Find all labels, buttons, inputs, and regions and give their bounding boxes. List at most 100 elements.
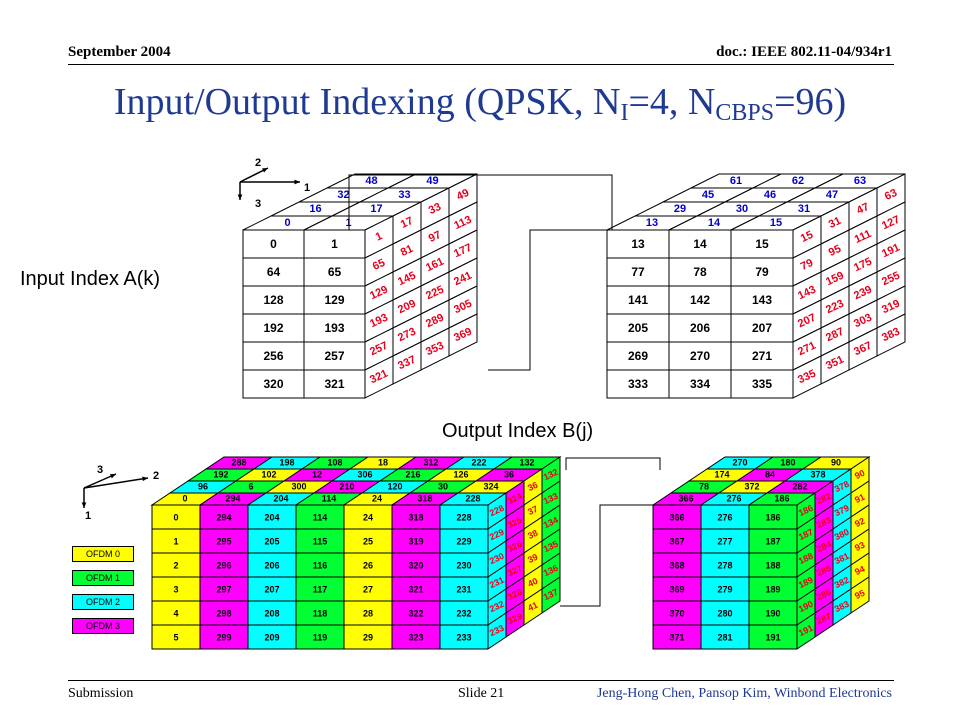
output-right-side-label: 94 (853, 564, 866, 577)
axis-top-1-arrow-head (294, 179, 300, 185)
output-left-front-label: 26 (363, 560, 373, 570)
output-right-top-label: 78 (699, 481, 709, 491)
output-left-front-cell (247, 528, 297, 554)
input-right-front-label: 141 (628, 293, 648, 307)
output-connector-side (560, 504, 653, 607)
output-right-front-cell (652, 528, 702, 554)
output-left-top-label: 120 (387, 481, 402, 491)
output-left-front-cell (247, 552, 297, 578)
output-left-side-cell (541, 576, 561, 614)
output-right-front-label: 187 (765, 536, 780, 546)
output-right-front-label: 366 (669, 512, 684, 522)
output-left-side-label: 41 (526, 600, 539, 613)
input-right-front-label: 78 (693, 265, 707, 279)
input-left-side-label: 97 (427, 229, 443, 245)
output-left-front-label: 231 (456, 584, 471, 594)
input-right-top-label: 15 (770, 217, 782, 229)
output-left-front-cell (199, 624, 249, 650)
output-index-label: Output Index B(j) (442, 420, 594, 442)
output-left-front-cell (295, 504, 345, 530)
input-right-front-label: 271 (752, 349, 772, 363)
header-rule (68, 64, 894, 65)
output-right-front-label: 369 (669, 584, 684, 594)
output-left-top-label: 228 (465, 493, 480, 503)
axis-bottom-2-label: 2 (153, 470, 159, 482)
output-left-front-label: 25 (363, 536, 373, 546)
output-right-side-label: 93 (853, 540, 866, 553)
output-right-front-label: 186 (765, 512, 780, 522)
input-right-front-label: 269 (628, 349, 648, 363)
input-right-top-label: 45 (702, 189, 714, 201)
slide-title: Input/Output Indexing (QPSK, NI=4, NCBPS… (113, 81, 847, 126)
output-left-front-label: 118 (313, 608, 328, 618)
output-right-front-label: 190 (765, 608, 780, 618)
input-right-top-label: 63 (854, 175, 866, 187)
output-left-top-label: 324 (483, 481, 498, 491)
output-left-front-cell (439, 528, 489, 554)
output-left-front-label: 208 (264, 608, 279, 618)
output-left-top-label: 18 (378, 457, 388, 467)
output-left-front-cell (391, 528, 441, 554)
input-right-front-cell (606, 341, 670, 371)
output-right-top-label: 180 (780, 457, 795, 467)
output-left-front-label: 228 (456, 512, 471, 522)
output-right-front-cell (700, 576, 750, 602)
input-right-front-label: 270 (690, 349, 710, 363)
input-left-front-cell (242, 369, 305, 399)
output-left-top-label: 108 (327, 457, 342, 467)
input-left-front-label: 256 (263, 349, 283, 363)
output-left-front-label: 2 (173, 560, 178, 570)
footer-submission: Submission (68, 686, 134, 701)
input-left-top-label: 33 (398, 189, 410, 201)
input-right-side-label: 79 (799, 257, 815, 273)
output-left-front-label: 321 (408, 584, 423, 594)
output-right-front-label: 189 (765, 584, 780, 594)
output-left-front-label: 320 (408, 560, 423, 570)
input-left-front-cell (303, 369, 366, 399)
legend-ofdm-1: OFDM 1 (72, 570, 134, 586)
output-right-front-cell (748, 600, 798, 626)
input-right-front-label: 77 (631, 265, 645, 279)
output-left-top-label: 96 (198, 481, 208, 491)
legend-ofdm-0: OFDM 0 (72, 546, 134, 562)
output-left-front-label: 115 (313, 536, 328, 546)
output-left-front-label: 0 (173, 512, 178, 522)
output-left-front-label: 206 (264, 560, 279, 570)
output-right-front-cell (748, 576, 798, 602)
output-left-front-label: 318 (408, 512, 423, 522)
input-right-front-cell (730, 369, 794, 399)
output-left-front-cell (295, 624, 345, 650)
output-right-front-label: 276 (717, 512, 732, 522)
input-right-front-label: 205 (628, 321, 648, 335)
header-doc: doc.: IEEE 802.11-04/934r1 (716, 44, 892, 60)
input-left-front-label: 0 (270, 237, 277, 251)
input-right-side-label: 47 (855, 201, 871, 217)
input-left-front-cell (303, 341, 366, 371)
output-left-top-label: 306 (357, 469, 372, 479)
output-right-front-label: 368 (669, 560, 684, 570)
input-right-front-label: 142 (690, 293, 710, 307)
input-left-side-label: 49 (455, 187, 471, 203)
input-right-front-cell (730, 229, 794, 259)
input-right-front-label: 333 (628, 377, 648, 391)
output-right-front-label: 278 (717, 560, 732, 570)
input-right-front-label: 13 (631, 237, 645, 251)
output-left-front-label: 298 (216, 608, 231, 618)
output-left-front-label: 207 (264, 584, 279, 594)
input-right-side-label: 63 (883, 187, 899, 203)
input-left-front-cell (303, 229, 366, 259)
output-right-top-label: 378 (810, 469, 825, 479)
output-right-top-label: 84 (765, 469, 775, 479)
input-right-front-cell (668, 341, 732, 371)
input-right-top-label: 30 (736, 203, 748, 215)
input-right-front-label: 334 (690, 377, 710, 391)
output-left-front-label: 294 (216, 512, 231, 522)
output-right-top-label: 366 (678, 493, 693, 503)
input-right-front-cell (606, 313, 670, 343)
output-left-side-label: 37 (526, 504, 539, 517)
input-left-front-label: 320 (263, 377, 283, 391)
output-left-top-label: 12 (312, 469, 322, 479)
input-left-front-label: 1 (331, 237, 338, 251)
output-right-front-label: 370 (669, 608, 684, 618)
